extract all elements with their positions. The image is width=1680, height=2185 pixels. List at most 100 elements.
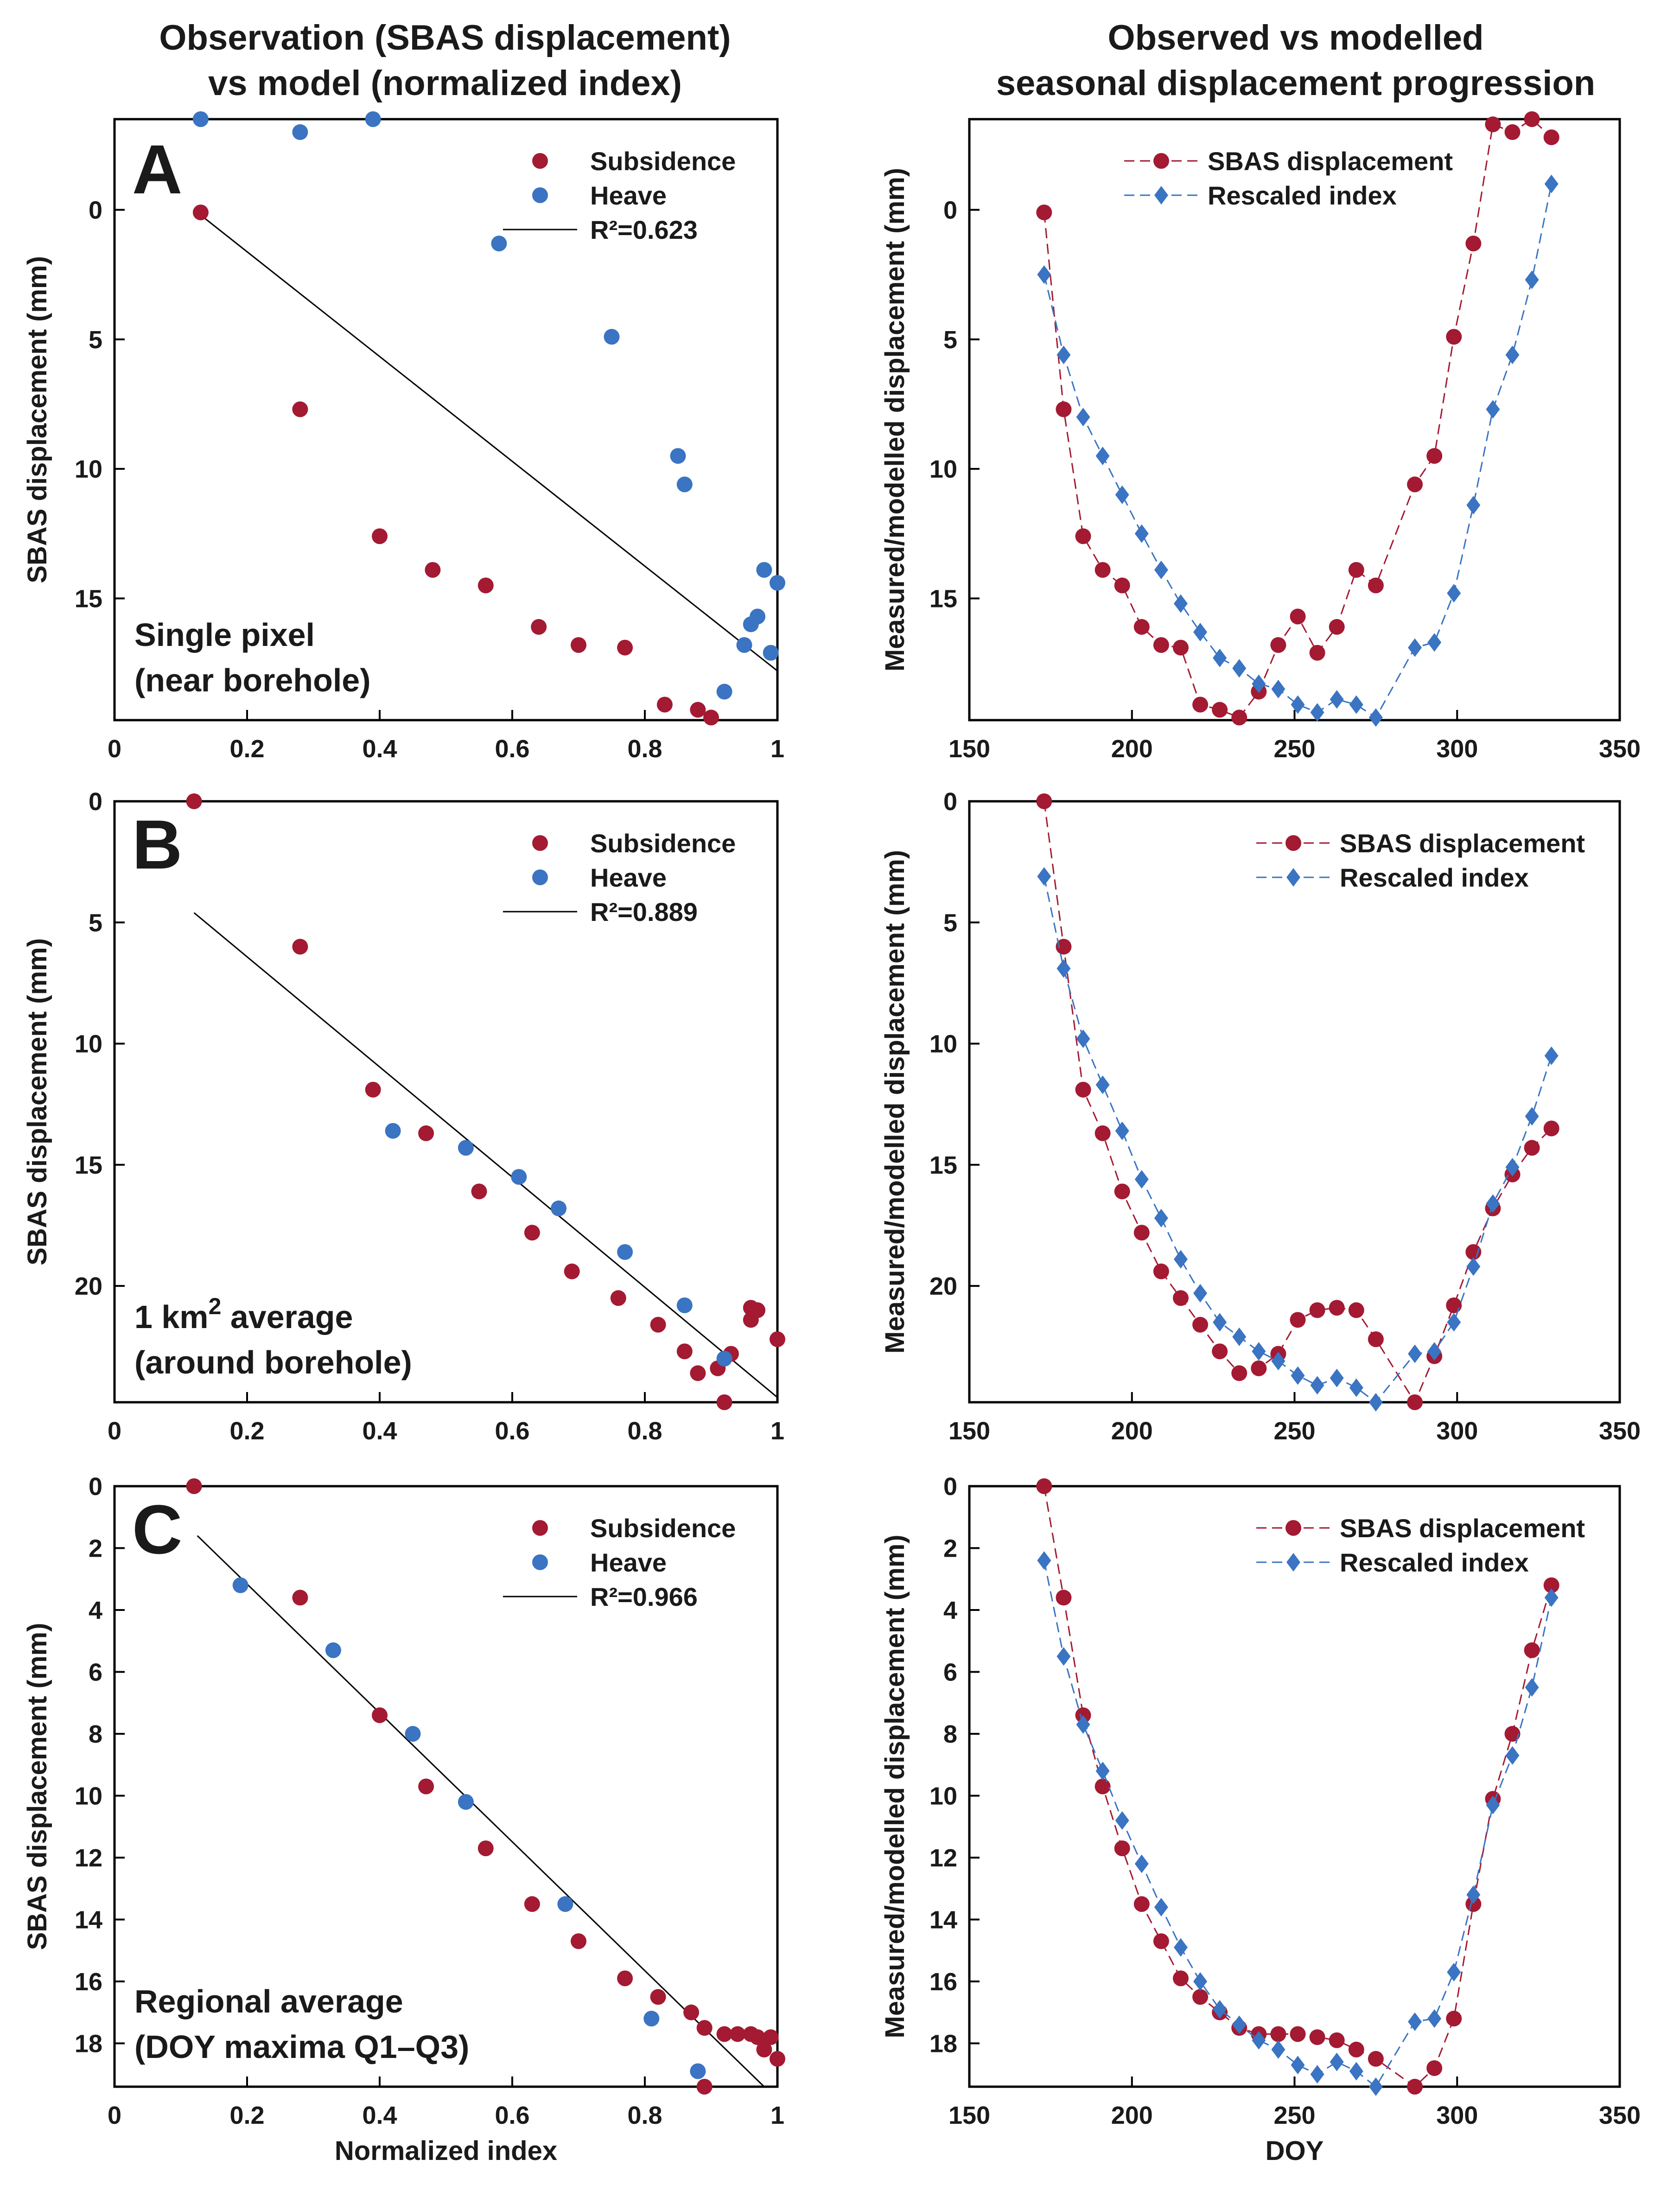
plot-content	[1036, 111, 1559, 727]
sbas-displacement-point	[1524, 111, 1540, 127]
x-tick-label: 0.6	[495, 2102, 529, 2129]
y-tick-label: 4	[89, 1597, 102, 1624]
legend-sbas-label: SBAS displacement	[1340, 829, 1585, 858]
rescaled-index-point	[1466, 496, 1481, 515]
sbas-displacement-point	[1485, 116, 1501, 133]
rescaled-index-point	[1037, 867, 1051, 886]
rescaled-index-point	[1330, 1368, 1344, 1387]
sbas-displacement-point	[1114, 1840, 1130, 1857]
sbas-displacement-point	[1290, 2026, 1306, 2042]
legend-sbas-label: SBAS displacement	[1340, 1514, 1585, 1543]
x-tick-label: 0.6	[495, 735, 529, 763]
sbas-displacement-point	[1036, 1478, 1052, 1494]
y-tick-label: 12	[929, 1844, 957, 1872]
x-tick-label: 300	[1436, 735, 1478, 763]
subsidence-point	[770, 1331, 785, 1348]
x-tick-label: 1	[770, 1417, 784, 1445]
heave-point	[617, 1244, 633, 1260]
rescaled-index-point	[1525, 1107, 1539, 1126]
x-tick-label: 200	[1111, 2102, 1153, 2129]
y-tick-label: 5	[943, 909, 957, 937]
rescaled-index-point	[1173, 1250, 1188, 1269]
y-tick-label: 8	[943, 1720, 957, 1748]
heave-point	[716, 684, 732, 700]
rescaled-index-point	[1368, 708, 1383, 727]
y-axis-label: Measured/modelled displacement (mm)	[880, 1534, 910, 2038]
rescaled-index-point	[1193, 623, 1208, 642]
y-tick-label: 16	[929, 1968, 957, 1996]
x-tick-label: 0.4	[362, 1417, 397, 1445]
sbas-displacement-point	[1192, 1989, 1209, 2005]
sbas-displacement-point	[1133, 619, 1150, 635]
legend-r-squared: R²=0.966	[590, 1582, 698, 1611]
x-tick-label: 0.8	[627, 1417, 662, 1445]
sbas-displacement-point	[1270, 637, 1286, 653]
rescaled-index-point	[1408, 638, 1422, 657]
sbas-displacement-point	[1095, 562, 1111, 578]
sbas-displacement-point	[1446, 1297, 1462, 1313]
y-tick-label: 0	[89, 1473, 102, 1501]
sbas-displacement-point	[1309, 1302, 1325, 1318]
subsidence-point	[750, 1302, 766, 1318]
y-tick-label: 0	[89, 788, 102, 816]
plot-content	[1036, 793, 1559, 1412]
x-tick-label: 300	[1436, 1417, 1478, 1445]
heave-point	[365, 111, 381, 127]
rescaled-index-point	[1310, 703, 1324, 722]
plot-content	[186, 1478, 785, 2095]
rescaled-index-point	[1271, 679, 1285, 698]
subsidence-point	[696, 2020, 713, 2036]
heave-point	[325, 1642, 341, 1658]
y-axis-label: SBAS displacement (mm)	[22, 938, 52, 1265]
plot-frame	[113, 1485, 779, 2088]
heave-point	[670, 448, 686, 464]
rescaled-index-point	[1134, 1854, 1149, 1873]
sbas-displacement-point	[1114, 1183, 1130, 1200]
panel-caption-line-1: Regional average	[134, 1983, 403, 2019]
sbas-displacement-point	[1290, 608, 1306, 625]
x-tick-label: 150	[948, 1417, 990, 1445]
subsidence-point	[531, 619, 547, 635]
plot-content	[186, 793, 785, 1410]
sbas-displacement-point	[1172, 1290, 1189, 1306]
y-axis-label: Measured/modelled displacement (mm)	[880, 168, 910, 671]
rescaled-index-point	[1408, 2012, 1422, 2031]
legend-rescaled-marker	[1286, 1553, 1300, 1572]
rescaled-index-point	[1154, 1898, 1168, 1917]
sbas-displacement-point	[1036, 793, 1052, 809]
sbas-displacement-point	[1075, 1707, 1091, 1723]
sbas-displacement-point	[1251, 1360, 1267, 1376]
y-tick-label: 14	[75, 1906, 102, 1934]
rescaled-index-point	[1213, 648, 1227, 667]
y-tick-label: 10	[929, 1030, 957, 1058]
subsidence-point	[372, 528, 388, 544]
x-tick-label: 150	[948, 735, 990, 763]
sbas-displacement-point	[1504, 124, 1521, 140]
subsidence-point	[683, 2004, 700, 2020]
sbas-displacement-point	[1368, 1331, 1384, 1348]
heave-point	[770, 575, 785, 591]
chart-b-right: 150 200 250 300 350 0 5 10 15 20 Measured/modelled…	[880, 788, 1641, 1445]
rescaled-index-point	[1154, 561, 1168, 579]
rescaled-index-point	[1427, 633, 1442, 652]
rescaled-index-point	[1310, 2065, 1324, 2084]
y-tick-label: 0	[89, 197, 102, 224]
rescaled-index-point	[1271, 2040, 1285, 2059]
subsidence-point	[763, 2029, 779, 2045]
rescaled-index-point	[1427, 1342, 1442, 1361]
subsidence-point	[477, 577, 494, 594]
legend-subsidence-label: Subsidence	[590, 147, 736, 176]
sbas-displacement-point	[1192, 1316, 1209, 1333]
legend-heave-label: Heave	[590, 181, 667, 210]
heave-point	[405, 1726, 421, 1742]
rescaled-index-point	[1427, 2009, 1442, 2028]
y-tick-label: 15	[75, 1151, 102, 1179]
rescaled-index-point	[1505, 345, 1520, 364]
sbas-displacement-point	[1368, 577, 1384, 594]
subsidence-point	[471, 1183, 487, 1200]
subsidence-point	[696, 2079, 713, 2095]
x-tick-label: 0.2	[229, 1417, 264, 1445]
rescaled-index-point	[1291, 1366, 1305, 1385]
subsidence-point	[292, 401, 308, 417]
